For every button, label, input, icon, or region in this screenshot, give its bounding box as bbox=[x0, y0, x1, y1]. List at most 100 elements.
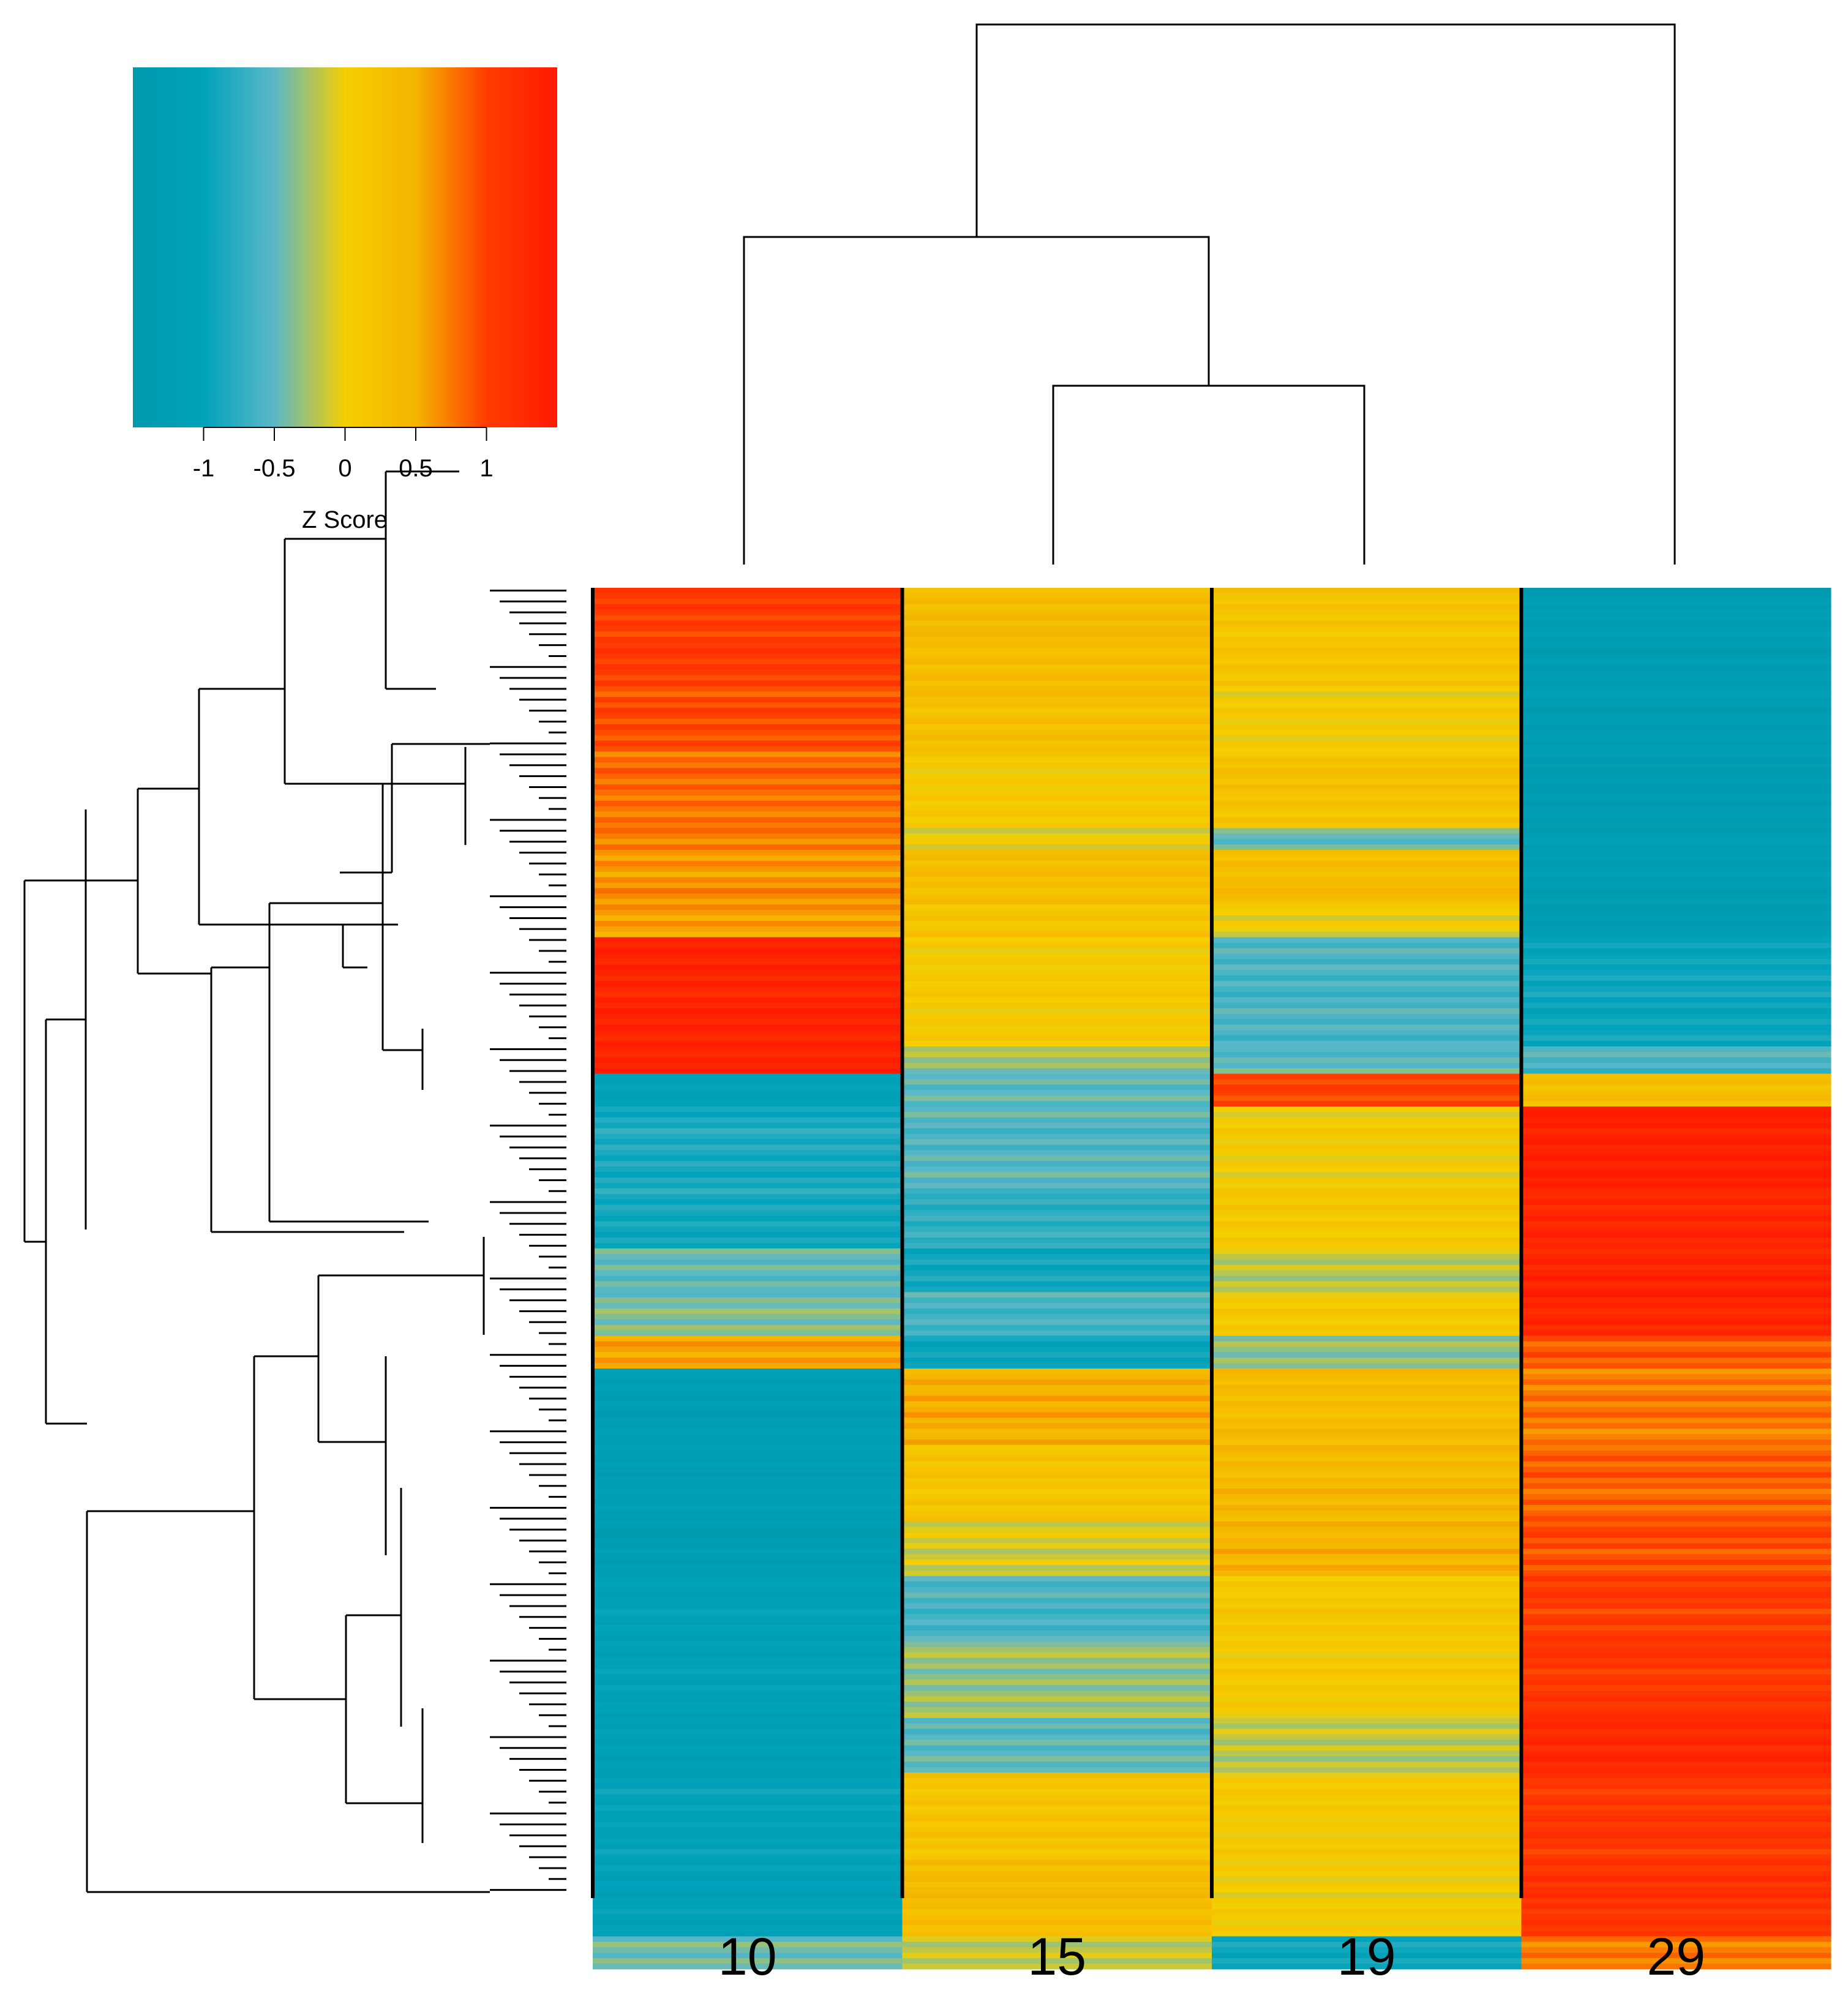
heatmap-cell bbox=[902, 1914, 1212, 1921]
heatmap-cell bbox=[902, 1374, 1212, 1380]
heatmap-cell bbox=[1521, 975, 1831, 982]
heatmap-cell bbox=[593, 1554, 903, 1560]
heatmap-cell bbox=[1212, 1281, 1522, 1287]
heatmap-cell bbox=[902, 1303, 1212, 1309]
heatmap-cell bbox=[593, 1816, 903, 1822]
heatmap-cell bbox=[902, 1423, 1212, 1429]
heatmap-cell bbox=[1212, 1030, 1522, 1036]
heatmap-cell bbox=[1212, 1177, 1522, 1184]
heatmap-cell bbox=[902, 664, 1212, 670]
heatmap-cell bbox=[1212, 882, 1522, 888]
heatmap-cell bbox=[1212, 1729, 1522, 1735]
color-key-axis: -1 -0.5 0 0.5 1 bbox=[193, 427, 494, 482]
heatmap-cell bbox=[593, 1625, 903, 1631]
heatmap-cell bbox=[593, 1609, 903, 1615]
heatmap-cell bbox=[902, 1571, 1212, 1577]
heatmap-cell bbox=[1212, 1144, 1522, 1151]
heatmap-cell bbox=[1212, 1455, 1522, 1462]
heatmap-cell bbox=[902, 1500, 1212, 1506]
heatmap-cell bbox=[1212, 1472, 1522, 1478]
heatmap-cell bbox=[1212, 1133, 1522, 1140]
heatmap-cell bbox=[902, 1068, 1212, 1075]
heatmap-cell bbox=[902, 1150, 1212, 1156]
heatmap-cell bbox=[1212, 648, 1522, 654]
heatmap-cell bbox=[1212, 1335, 1522, 1342]
heatmap-cell bbox=[593, 1772, 903, 1779]
heatmap-cell bbox=[1521, 1706, 1831, 1713]
heatmap-cell bbox=[593, 1455, 903, 1462]
heatmap-cell bbox=[1212, 1756, 1522, 1762]
heatmap-cell bbox=[593, 811, 903, 817]
heatmap-cell bbox=[1212, 1603, 1522, 1609]
heatmap-cell bbox=[1212, 779, 1522, 785]
heatmap-cell bbox=[593, 937, 903, 944]
heatmap-cell bbox=[1212, 1586, 1522, 1593]
column-label: 10 bbox=[718, 1928, 777, 1986]
heatmap-cell bbox=[593, 691, 903, 697]
heatmap-cell bbox=[593, 1849, 903, 1855]
heatmap-cell bbox=[902, 1466, 1212, 1473]
heatmap-cell bbox=[902, 1876, 1212, 1882]
color-key: -1 -0.5 0 0.5 1 Z Score bbox=[133, 67, 557, 533]
heatmap-cell bbox=[1521, 1696, 1831, 1702]
heatmap-cell bbox=[1521, 1461, 1831, 1468]
heatmap-cell bbox=[902, 860, 1212, 867]
heatmap-cell bbox=[1212, 1428, 1522, 1435]
heatmap-cell bbox=[1521, 1221, 1831, 1227]
heatmap-cell bbox=[1212, 1663, 1522, 1669]
heatmap-cell bbox=[1521, 1013, 1831, 1019]
heatmap-cell bbox=[593, 1483, 903, 1489]
heatmap-cell bbox=[593, 1423, 903, 1429]
heatmap-cell bbox=[902, 1002, 1212, 1009]
heatmap-cell bbox=[593, 1865, 903, 1871]
heatmap-cell bbox=[593, 1248, 903, 1255]
heatmap-cell bbox=[1212, 1597, 1522, 1604]
heatmap-cell bbox=[1212, 593, 1522, 599]
heatmap-body bbox=[593, 588, 1831, 1970]
heatmap-cell bbox=[902, 1412, 1212, 1418]
heatmap-cell bbox=[1521, 615, 1831, 621]
heatmap-cell bbox=[593, 1833, 903, 1839]
heatmap-cell bbox=[1212, 789, 1522, 796]
heatmap-cell bbox=[1212, 1286, 1522, 1293]
heatmap-cell bbox=[902, 1215, 1212, 1222]
heatmap-cell bbox=[593, 855, 903, 862]
heatmap-cell bbox=[1212, 697, 1522, 703]
heatmap-cell bbox=[593, 1259, 903, 1266]
heatmap-cell bbox=[902, 1346, 1212, 1353]
heatmap-cell bbox=[593, 1603, 903, 1609]
heatmap-cell bbox=[902, 1636, 1212, 1642]
heatmap-cell bbox=[1212, 1816, 1522, 1822]
color-key-tick-label: 0.5 bbox=[399, 455, 433, 482]
heatmap-cell bbox=[902, 1575, 1212, 1582]
heatmap-cell bbox=[1521, 1286, 1831, 1293]
heatmap-cell bbox=[1212, 702, 1522, 708]
heatmap-cell bbox=[1212, 1182, 1522, 1189]
heatmap-cell bbox=[1521, 729, 1831, 736]
heatmap-cell bbox=[593, 697, 903, 703]
heatmap-cell bbox=[1521, 1297, 1831, 1304]
heatmap-cell bbox=[1212, 1800, 1522, 1806]
heatmap-cell bbox=[902, 1084, 1212, 1091]
heatmap-cell bbox=[1521, 1898, 1831, 1904]
heatmap-cell bbox=[902, 1581, 1212, 1588]
heatmap-cell bbox=[593, 948, 903, 954]
heatmap-cell bbox=[902, 1161, 1212, 1167]
heatmap-cell bbox=[593, 1762, 903, 1768]
dendrogram-branch-root bbox=[975, 23, 1676, 565]
heatmap-cell bbox=[1521, 1084, 1831, 1091]
heatmap-cell bbox=[902, 806, 1212, 813]
heatmap-cell bbox=[1521, 1805, 1831, 1811]
heatmap-cell bbox=[1212, 926, 1522, 933]
heatmap-cell bbox=[902, 653, 1212, 659]
heatmap-cell bbox=[1212, 620, 1522, 626]
heatmap-cell bbox=[1521, 1335, 1831, 1342]
color-key-tick-label: -1 bbox=[193, 455, 215, 482]
heatmap-cell bbox=[1212, 609, 1522, 616]
heatmap-cell bbox=[1212, 762, 1522, 768]
heatmap-cell bbox=[593, 593, 903, 599]
heatmap-cell bbox=[1212, 680, 1522, 686]
heatmap-cell bbox=[1521, 620, 1831, 626]
heatmap-cell bbox=[593, 642, 903, 648]
heatmap-cell bbox=[1521, 680, 1831, 686]
